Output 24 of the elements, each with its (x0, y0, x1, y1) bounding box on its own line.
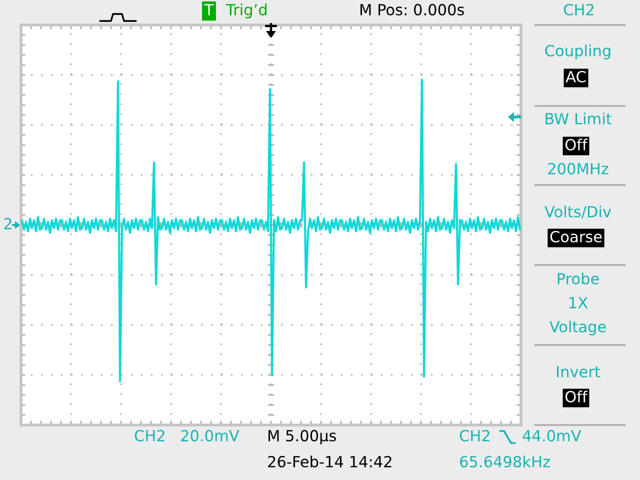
text: Coupling (545, 44, 610, 60)
text: 20.0mV (181, 430, 240, 442)
text: 26-Feb-14 14:42 (268, 456, 392, 468)
text: Trig’d (226, 4, 266, 18)
text: M Pos: 0.000s (360, 4, 464, 16)
text: Probe (558, 272, 599, 284)
text: CH2 (564, 4, 594, 16)
text: Off (565, 390, 588, 402)
text: 2 (4, 218, 12, 230)
text: Volts/Div (544, 206, 612, 219)
text: Invert (557, 366, 600, 378)
text: BW Limit (546, 112, 612, 124)
text: CH2 (134, 430, 164, 442)
text: 44.0mV (522, 430, 582, 442)
text: Coarse (550, 230, 602, 242)
text: CH2 (460, 430, 490, 442)
text: 200MHz (548, 162, 608, 174)
text: Off (565, 138, 588, 150)
text: Voltage (549, 320, 606, 336)
text: 1X (570, 297, 588, 308)
text: M 5.00µs (268, 430, 336, 444)
text: 65.6498kHz (460, 456, 550, 468)
text: AC (566, 70, 586, 82)
text: T (204, 4, 214, 16)
